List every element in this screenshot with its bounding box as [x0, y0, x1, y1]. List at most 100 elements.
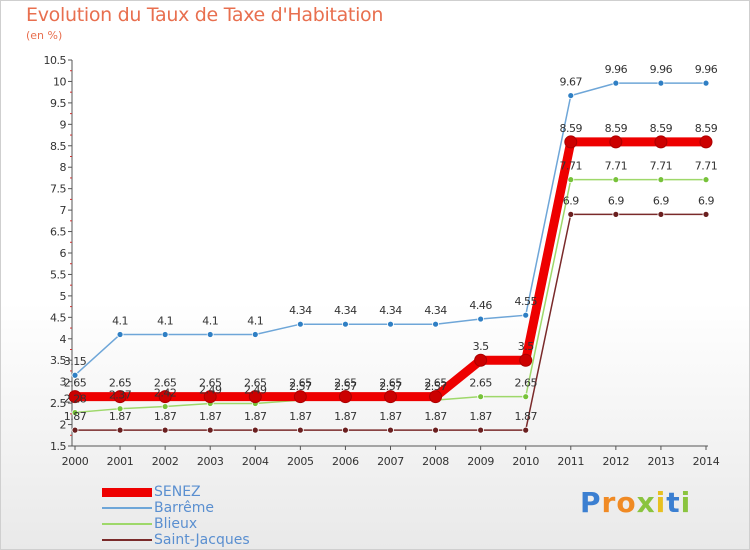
data-label: 2.65: [109, 377, 132, 390]
data-point: [612, 79, 620, 87]
data-point: [161, 403, 169, 410]
legend-label: SENEZ: [154, 484, 201, 500]
data-point: [71, 371, 79, 379]
x-tick-label: 2007: [377, 455, 404, 468]
x-tick-label: 2000: [62, 455, 89, 468]
data-label: 2.65: [334, 377, 357, 390]
data-label: 2.49: [244, 384, 267, 397]
data-point: [609, 135, 623, 149]
data-label: 4.34: [334, 304, 357, 317]
data-point: [477, 393, 485, 401]
x-tick-label: 2005: [287, 455, 314, 468]
data-label: 3.5: [473, 340, 489, 353]
data-point: [477, 315, 485, 323]
data-point: [567, 176, 575, 184]
data-point: [116, 331, 124, 338]
data-label: 8.59: [560, 122, 583, 135]
y-tick-label: 7: [60, 204, 67, 217]
data-point: [338, 390, 352, 404]
data-point: [342, 320, 349, 328]
data-point: [293, 390, 307, 404]
data-label: 3.15: [64, 355, 87, 368]
data-point: [522, 393, 530, 401]
y-tick-label: 5: [60, 290, 67, 303]
data-point: [702, 79, 710, 87]
data-label: 6.9: [653, 194, 669, 207]
legend-item: SENEZ: [102, 484, 322, 500]
data-label: 6.9: [698, 194, 714, 207]
data-label: 7.71: [605, 160, 628, 173]
data-point: [612, 210, 620, 218]
chart-title: Evolution du Taux de Taxe d'Habitation: [26, 4, 384, 26]
data-point: [522, 426, 530, 434]
data-label: 2.57: [334, 380, 357, 393]
data-point: [206, 426, 214, 434]
x-tick-label: 2002: [152, 455, 179, 468]
chart-legend: SENEZ Barrême Blieux Saint-Jacques: [102, 484, 322, 548]
data-point: [248, 390, 262, 404]
data-point: [477, 426, 485, 434]
data-point: [657, 176, 665, 184]
x-tick-label: 2009: [467, 455, 494, 468]
data-point: [71, 426, 79, 434]
data-label: 4.1: [247, 314, 263, 327]
data-label: 1.87: [64, 410, 87, 423]
data-label: 2.42: [154, 387, 177, 400]
data-label: 1.87: [154, 410, 177, 423]
data-point: [474, 353, 488, 367]
legend-swatch: [102, 507, 152, 509]
data-label: 4.1: [112, 314, 128, 327]
logo-letter: x: [636, 486, 656, 519]
y-tick-label: 1.5: [50, 440, 66, 453]
data-label: 4.1: [202, 314, 218, 327]
x-tick-label: 2006: [332, 455, 359, 468]
data-point: [116, 426, 124, 434]
data-label: 6.9: [608, 194, 624, 207]
legend-swatch: [102, 487, 152, 497]
data-point: [612, 176, 620, 184]
data-label: 2.57: [424, 380, 447, 393]
data-label: 9.96: [650, 63, 673, 76]
logo-letter: i: [680, 486, 692, 519]
y-tick-label: 9.5: [50, 97, 66, 110]
data-point: [251, 426, 259, 434]
data-label: 1.87: [424, 410, 447, 423]
data-point: [158, 390, 172, 404]
data-label: 7.71: [560, 160, 583, 173]
data-label: 9.96: [605, 63, 628, 76]
y-tick-label: 9: [60, 118, 67, 131]
y-tick-label: 6.5: [50, 226, 66, 239]
data-point: [296, 320, 304, 328]
data-label: 4.46: [469, 299, 492, 312]
y-tick-label: 8: [60, 161, 67, 174]
data-label: 1.87: [199, 410, 222, 423]
data-point: [657, 79, 665, 87]
data-label: 1.87: [289, 410, 312, 423]
data-label: 9.96: [695, 63, 718, 76]
data-label: 2.65: [64, 377, 87, 390]
data-label: 4.34: [289, 304, 312, 317]
data-label: 4.34: [379, 304, 402, 317]
data-point: [296, 426, 304, 434]
data-point: [702, 210, 710, 218]
data-point: [384, 390, 397, 404]
data-point: [206, 331, 214, 338]
legend-label: Saint-Jacques: [154, 532, 250, 548]
data-label: 8.59: [605, 122, 628, 135]
data-point: [522, 311, 530, 319]
x-tick-label: 2013: [648, 455, 675, 468]
proxiti-logo: Proxiti: [580, 486, 691, 519]
legend-label: Blieux: [154, 516, 198, 532]
legend-item: Barrême: [102, 500, 322, 516]
data-label: 4.1: [157, 314, 173, 327]
data-point: [564, 135, 578, 149]
y-tick-label: 2.5: [50, 397, 66, 410]
data-label: 9.67: [560, 76, 583, 89]
data-label: 4.55: [514, 295, 537, 308]
x-tick-label: 2012: [602, 455, 629, 468]
legend-item: Saint-Jacques: [102, 532, 322, 548]
data-label: 2.65: [199, 377, 222, 390]
legend-item: Blieux: [102, 516, 322, 532]
